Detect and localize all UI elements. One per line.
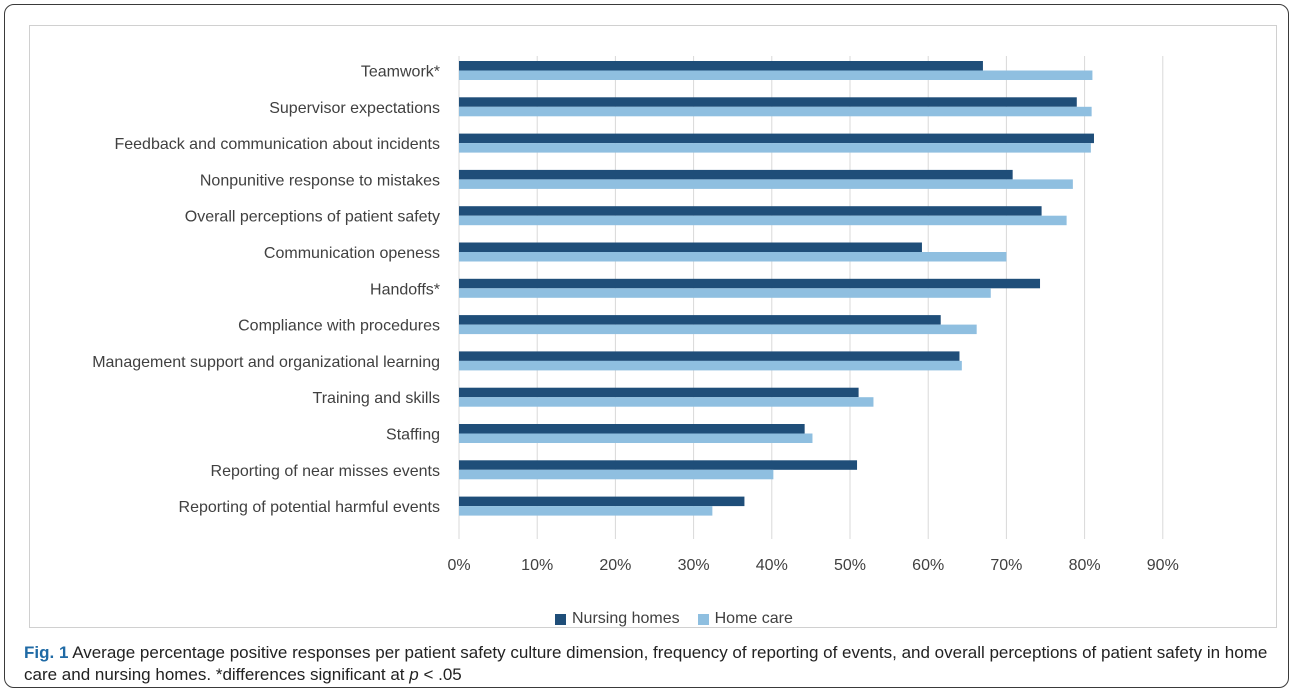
x-tick-label: 10%: [521, 557, 553, 574]
bar-home-care: [459, 433, 813, 443]
bar-home-care: [459, 506, 713, 516]
bar-nursing-homes: [459, 278, 1041, 289]
bar-home-care: [459, 469, 774, 480]
x-tick-label: 0%: [447, 557, 470, 574]
bar-nursing-homes: [459, 206, 1042, 216]
category-label: Training and skills: [313, 390, 440, 407]
category-label: Staffing: [386, 427, 440, 444]
bar-nursing-homes: [459, 424, 805, 434]
bar-home-care: [459, 252, 1007, 262]
x-tick-label: 20%: [599, 557, 631, 574]
legend-label-home-care: Home care: [714, 610, 793, 627]
figure-label: Fig. 1: [24, 643, 69, 662]
bar-nursing-homes: [459, 460, 858, 470]
bar-nursing-homes: [459, 133, 1094, 144]
category-label: Handoffs*: [370, 281, 440, 298]
figure-frame: Teamwork* Supervisor expectations Feedback…: [4, 4, 1289, 688]
x-tick-label: 50%: [834, 557, 866, 574]
category-label: Management support and organizational le…: [92, 354, 440, 371]
legend-swatch-home-care: [697, 613, 709, 625]
bar-nursing-homes: [459, 387, 859, 398]
category-label: Feedback and communication about inciden…: [114, 136, 440, 153]
bars: [459, 61, 1094, 516]
bar-home-care: [459, 106, 1092, 117]
bar-home-care: [459, 397, 874, 407]
bar-nursing-homes: [459, 315, 941, 325]
x-tick-label: 90%: [1147, 557, 1179, 574]
category-label: Compliance with procedures: [238, 318, 440, 335]
category-label: Teamwork*: [361, 64, 440, 81]
x-tick-label: 60%: [912, 557, 944, 574]
category-label: Overall perceptions of patient safety: [185, 209, 440, 226]
bar-home-care: [459, 70, 1093, 80]
x-tick-labels: 0% 10% 20% 30% 40% 50% 60% 70% 80% 90%: [447, 557, 1178, 574]
figure-caption: Fig. 1 Average percentage positive respo…: [24, 642, 1286, 686]
bar-chart: Teamwork* Supervisor expectations Feedback…: [92, 56, 1179, 574]
bar-home-care: [459, 324, 977, 335]
legend-label-nursing-homes: Nursing homes: [572, 610, 680, 627]
bar-nursing-homes: [459, 97, 1077, 107]
bar-nursing-homes: [459, 351, 960, 361]
bar-home-care: [459, 143, 1091, 153]
caption-tail: < .05: [418, 665, 462, 684]
x-tick-label: 70%: [990, 557, 1022, 574]
bar-home-care: [459, 288, 991, 298]
legend-item-nursing-homes: Nursing homes: [555, 610, 680, 628]
x-tick-label: 40%: [756, 557, 788, 574]
category-label: Supervisor expectations: [269, 100, 440, 117]
bar-home-care: [459, 215, 1067, 226]
bar-nursing-homes: [459, 496, 745, 507]
x-tick-label: 80%: [1069, 557, 1101, 574]
category-label: Communication openess: [264, 245, 440, 262]
legend-swatch-nursing-homes: [555, 613, 566, 625]
category-label: Reporting of potential harmful events: [179, 499, 440, 516]
category-label: Reporting of near misses events: [211, 463, 440, 480]
chart-area: Teamwork* Supervisor expectations Feedback…: [29, 25, 1277, 628]
bar-nursing-homes: [459, 169, 1013, 180]
bar-nursing-homes: [459, 242, 922, 252]
category-labels: Teamwork* Supervisor expectations Feedback…: [92, 64, 440, 517]
legend: Nursing homes Home care: [555, 608, 793, 630]
caption-text: Average percentage positive responses pe…: [24, 643, 1268, 684]
x-tick-label: 30%: [678, 557, 710, 574]
bar-home-care: [459, 179, 1073, 189]
legend-item-home-care: Home care: [697, 610, 793, 628]
category-label: Nonpunitive response to mistakes: [200, 172, 440, 189]
bar-nursing-homes: [459, 61, 983, 71]
caption-p-variable: p: [409, 665, 419, 684]
bar-home-care: [459, 360, 962, 371]
